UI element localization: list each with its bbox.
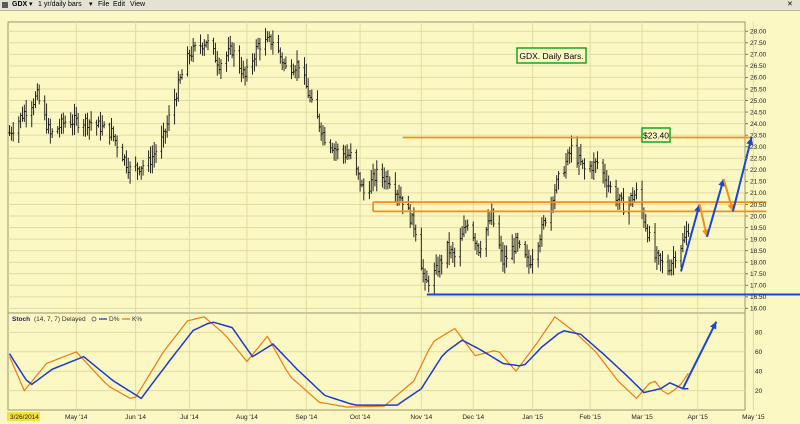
- x-tick-label: May '15: [742, 414, 765, 421]
- chevron-down-icon[interactable]: ▾: [89, 1, 93, 8]
- toolbar: GDX ▾ 1 yr/daily bars ▾ File Edit View ✕: [0, 0, 800, 11]
- y-tick-label: 16.50: [750, 294, 767, 301]
- y-tick-label: 20.00: [750, 213, 767, 220]
- y-tick-label: 27.50: [750, 40, 767, 47]
- y-tick-label: 22.50: [750, 156, 767, 163]
- y-tick-label: 18.00: [750, 259, 767, 266]
- x-tick-label: Jul '14: [180, 414, 199, 421]
- projection-up-arrow: [731, 137, 753, 212]
- x-tick-label: 3/26/2014: [10, 414, 39, 421]
- stoch-tick-label: 20: [755, 388, 763, 395]
- target-price-label: $23.40: [643, 131, 669, 141]
- price-axis: 16.00 16.50 17.00 17.50 18.00 18.50 19.00 19.50…: [745, 29, 767, 313]
- y-tick-label: 20.50: [750, 202, 767, 209]
- y-tick-label: 23.50: [750, 132, 767, 139]
- x-tick-label: Jan '15: [522, 414, 543, 421]
- x-tick-label: Nov '14: [410, 414, 432, 421]
- projection-up-arrow: [706, 178, 725, 238]
- stoch-tick-label: 80: [755, 330, 763, 337]
- y-tick-label: 25.50: [750, 86, 767, 93]
- y-tick-label: 22.00: [750, 167, 767, 174]
- y-tick-label: 27.00: [750, 52, 767, 59]
- price-annotations: [372, 136, 800, 296]
- y-tick-label: 28.00: [750, 29, 767, 36]
- price-chart: 16.00 16.50 17.00 17.50 18.00 18.50 19.00 19.50…: [7, 21, 800, 421]
- y-tick-label: 26.00: [750, 75, 767, 82]
- price-bars: [8, 28, 690, 296]
- y-tick-label: 21.00: [750, 190, 767, 197]
- stoch-tick-label: 40: [755, 369, 763, 376]
- y-tick-label: 18.50: [750, 248, 767, 255]
- stochastic-panel-frame: [7, 312, 746, 411]
- date-axis: 3/26/2014 May '14 Jun '14 Jul '14 Aug '14 Sep…: [7, 412, 765, 421]
- x-tick-label: Apr '15: [688, 414, 709, 421]
- stochastic-panel: 20 40 60 80 Stoch (14, 7, 7) Delayed D% K%: [7, 312, 763, 411]
- projection-up-arrow: [680, 204, 701, 272]
- y-tick-label: 23.00: [750, 144, 767, 151]
- x-tick-label: Mar '15: [631, 414, 653, 421]
- menu-edit[interactable]: Edit: [113, 1, 126, 8]
- x-tick-label: May '14: [65, 414, 88, 421]
- period-selector[interactable]: 1 yr/daily bars: [38, 1, 82, 8]
- chevron-down-icon[interactable]: ▾: [29, 1, 33, 8]
- projection-up-arrow-head: [746, 137, 754, 146]
- grid-icon[interactable]: [2, 2, 8, 8]
- y-tick-label: 24.00: [750, 121, 767, 128]
- stochastic-projection-arrow-head: [709, 321, 717, 330]
- stochastic-params: (14, 7, 7) Delayed: [34, 316, 86, 323]
- y-tick-label: 17.50: [750, 271, 767, 278]
- stochastic-axis: 20 40 60 80: [755, 330, 763, 395]
- menu-view[interactable]: View: [130, 1, 146, 8]
- y-tick-label: 21.50: [750, 179, 767, 186]
- d-legend-label: D%: [109, 316, 120, 323]
- y-tick-label: 24.50: [750, 109, 767, 116]
- menu-file[interactable]: File: [98, 1, 110, 8]
- y-tick-label: 26.50: [750, 63, 767, 70]
- x-tick-label: Feb '15: [579, 414, 601, 421]
- x-tick-label: Jun '14: [125, 414, 146, 421]
- x-tick-label: Dec '14: [462, 414, 484, 421]
- title-box-border: [516, 47, 587, 64]
- chart-title-box: GDX. Daily Bars.: [516, 47, 587, 64]
- stochastic-lines: [8, 316, 718, 408]
- symbol-selector[interactable]: GDX: [12, 1, 28, 8]
- x-tick-label: Oct '14: [350, 414, 371, 421]
- y-tick-label: 19.00: [750, 236, 767, 243]
- main-panel: 16.00 16.50 17.00 17.50 18.00 18.50 19.00 19.50…: [7, 21, 800, 314]
- stochastic-legend: Stoch (14, 7, 7) Delayed D% K%: [12, 316, 142, 323]
- k-legend-label: K%: [132, 316, 142, 323]
- chart-title: GDX. Daily Bars.: [519, 51, 583, 61]
- x-tick-label: Sep '14: [295, 414, 317, 421]
- close-icon[interactable]: ✕: [787, 1, 793, 8]
- k-line: [8, 316, 689, 408]
- d-line: [8, 321, 689, 406]
- stoch-tick-label: 60: [755, 349, 763, 356]
- stochastic-label: Stoch: [12, 316, 30, 323]
- y-tick-label: 19.50: [750, 225, 767, 232]
- start-date-highlight: [7, 412, 40, 421]
- y-tick-label: 17.00: [750, 283, 767, 290]
- y-tick-label: 16.00: [750, 306, 767, 313]
- target-price-box: $23.40: [641, 127, 671, 143]
- settings-icon[interactable]: [91, 316, 97, 322]
- y-tick-label: 25.00: [750, 98, 767, 105]
- stochastic-projection-arrow: [681, 321, 718, 390]
- target-box-border: [641, 127, 671, 143]
- x-tick-label: Aug '14: [236, 414, 258, 421]
